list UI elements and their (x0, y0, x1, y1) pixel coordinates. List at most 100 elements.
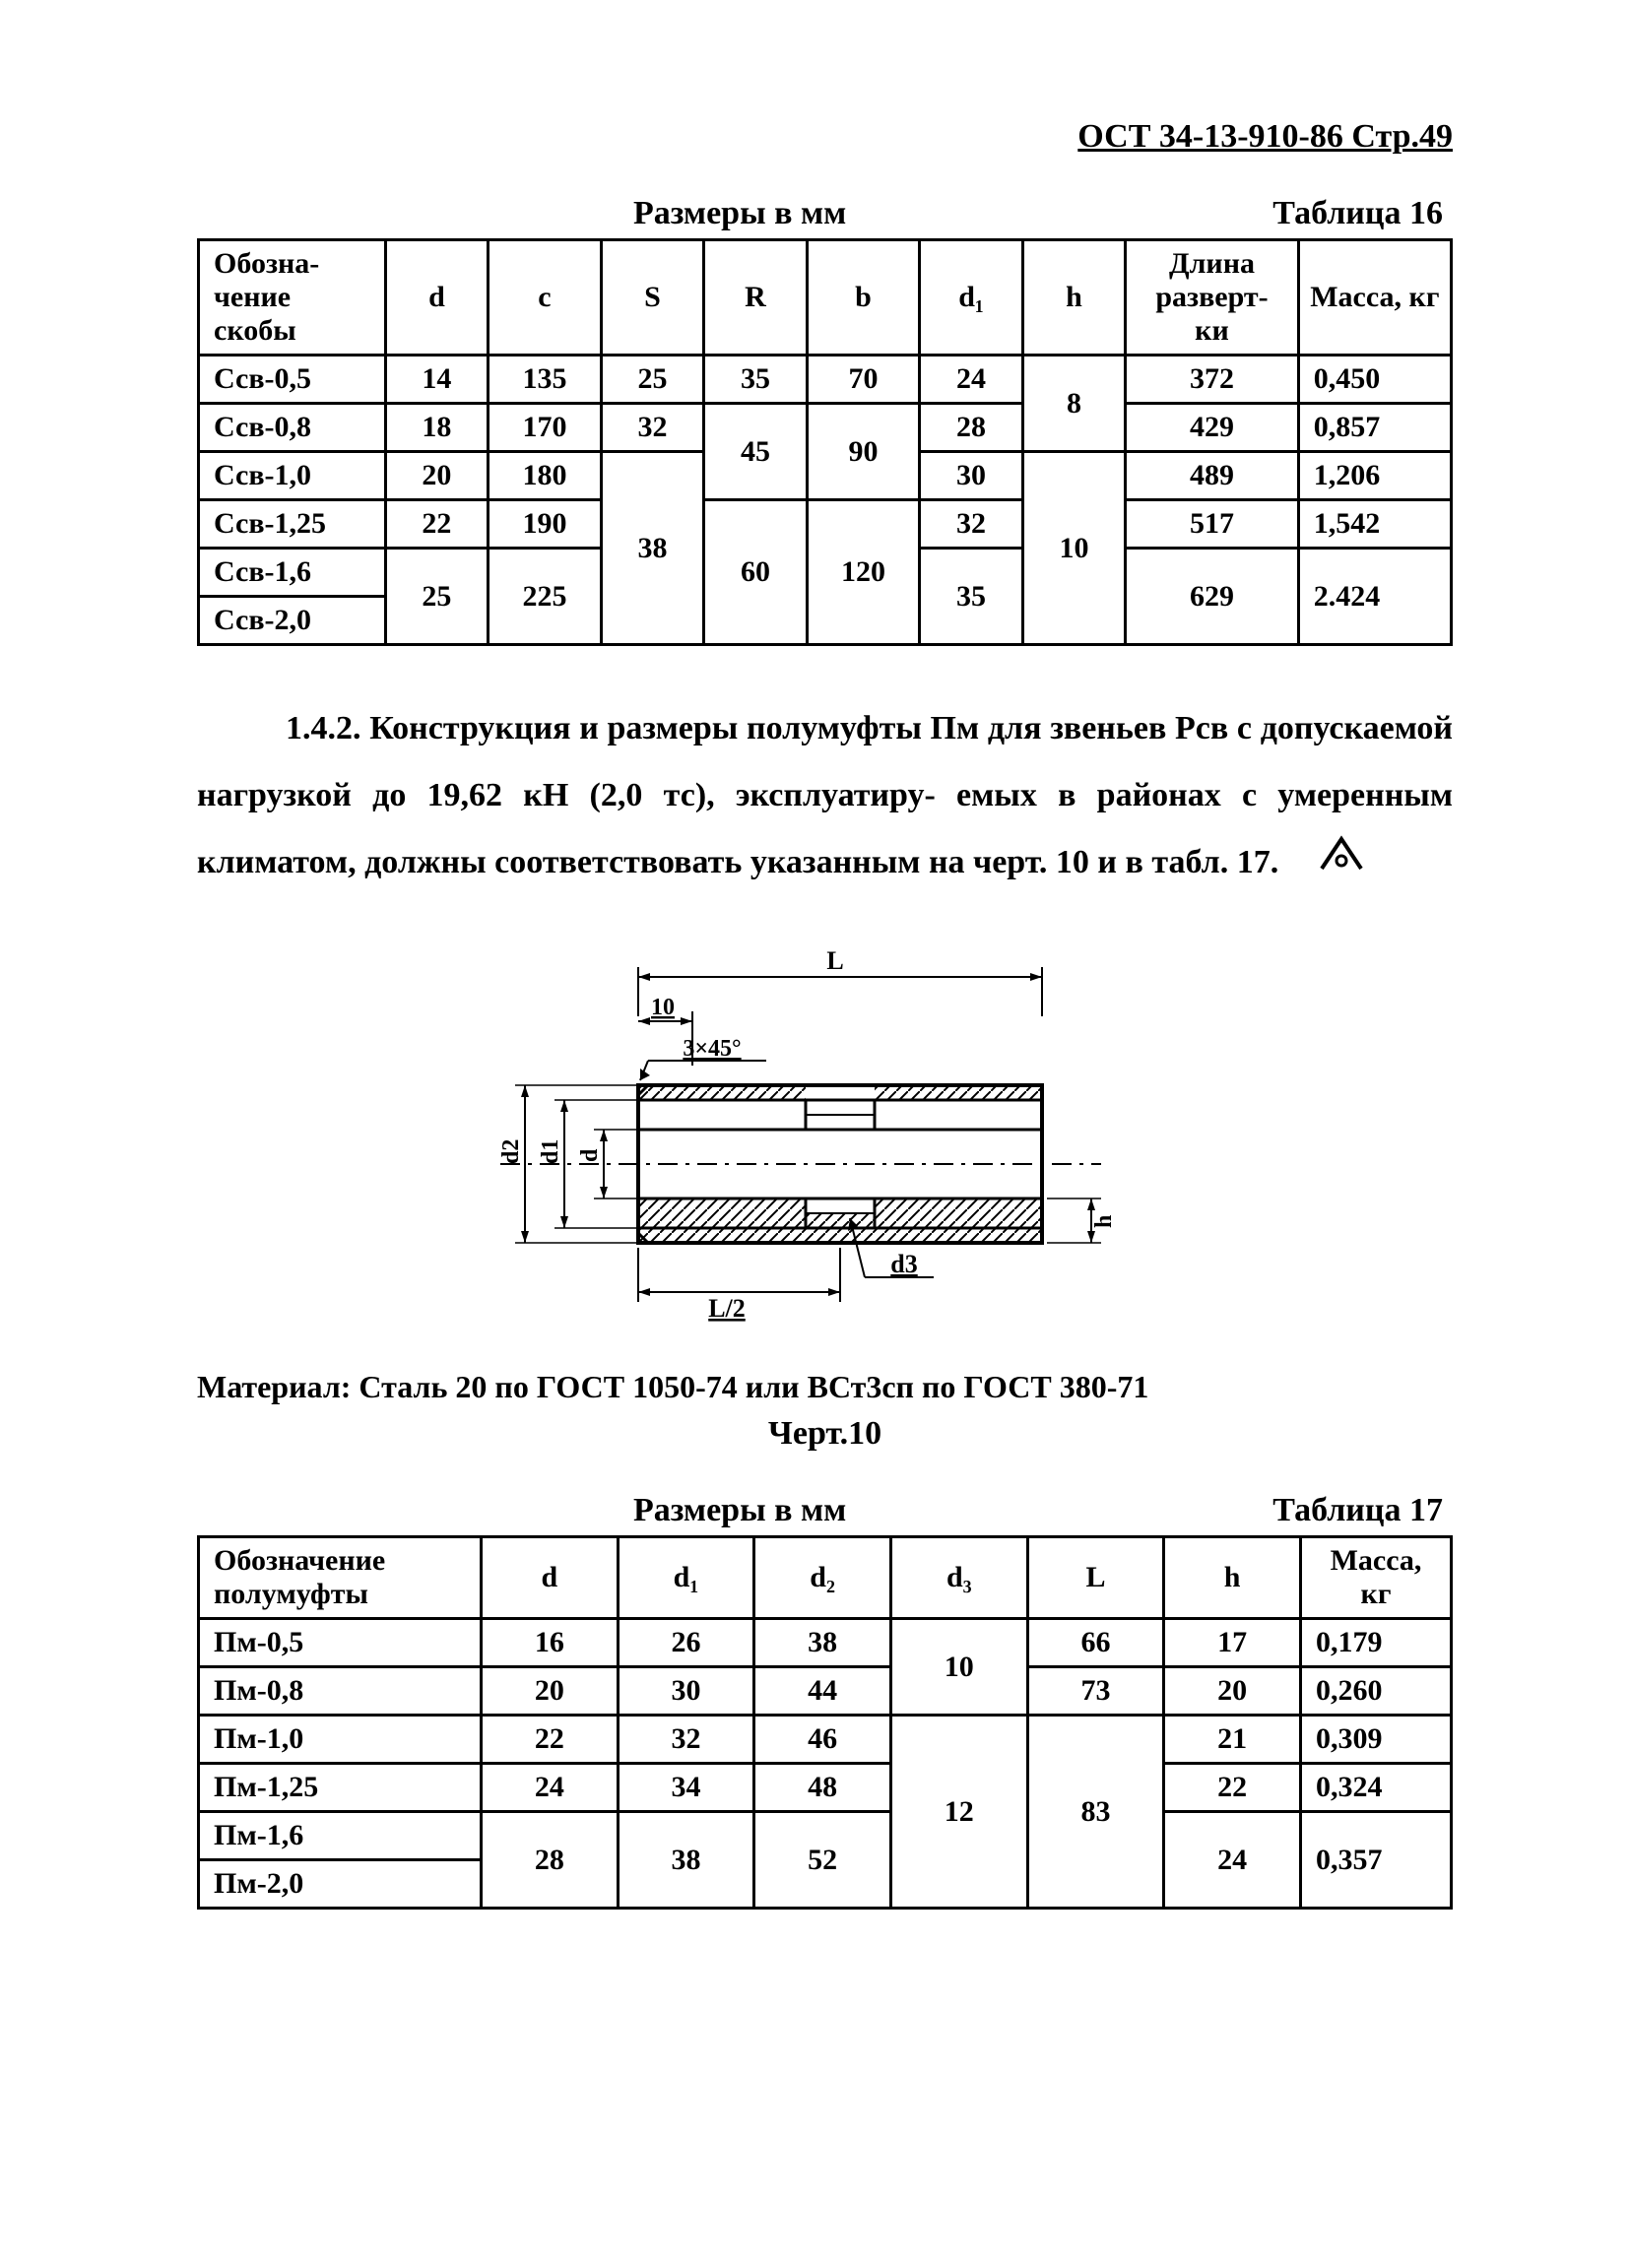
dim-d3: d3 (890, 1250, 917, 1278)
cell: 32 (618, 1716, 754, 1764)
table17-caption-row: Размеры в мм Таблица 17 (197, 1492, 1453, 1529)
signature-mark-icon (1317, 831, 1366, 898)
cell: 180 (489, 452, 602, 500)
table16: Обозна- чение скобы d c S R b d₁ h Длина… (197, 238, 1453, 646)
cell: 120 (807, 500, 920, 645)
cell: 46 (754, 1716, 891, 1764)
cell: 10 (1022, 452, 1125, 645)
col-d2: d₂ (754, 1537, 891, 1619)
table-row: Ссв-0,5 14 135 25 35 70 24 8 372 0,450 (199, 356, 1452, 404)
cell: 22 (482, 1716, 619, 1764)
cell: 14 (385, 356, 488, 404)
cell: 35 (920, 549, 1022, 645)
cell: 35 (704, 356, 807, 404)
cell: 17 (1164, 1619, 1301, 1667)
cell: Ссв-0,5 (199, 356, 386, 404)
cell: Пм-0,5 (199, 1619, 482, 1667)
dim-chamfer: 3×45° (683, 1036, 741, 1062)
cell: 190 (489, 500, 602, 549)
cell: 45 (704, 404, 807, 500)
cell: 0,324 (1301, 1764, 1452, 1812)
cell: Ссв-0,8 (199, 404, 386, 452)
table16-caption-right: Таблица 16 (1272, 195, 1443, 232)
col-b: b (807, 240, 920, 356)
col-d: d (482, 1537, 619, 1619)
cell: 2.424 (1298, 549, 1451, 645)
cell: 38 (754, 1619, 891, 1667)
cell: 28 (920, 404, 1022, 452)
cell: 18 (385, 404, 488, 452)
cell: 429 (1126, 404, 1298, 452)
table16-caption-row: Размеры в мм Таблица 16 (197, 195, 1453, 232)
cell: 489 (1126, 452, 1298, 500)
table-row: Ссв-0,8 18 170 32 45 90 28 429 0,857 (199, 404, 1452, 452)
cell: 30 (920, 452, 1022, 500)
col-name: Обозна- чение скобы (199, 240, 386, 356)
cell: 22 (1164, 1764, 1301, 1812)
page: ОСТ 34-13-910-86 Стр.49 Размеры в мм Таб… (0, 0, 1630, 2077)
cell: 73 (1027, 1667, 1164, 1716)
table-row: Пм-0,8 20 30 44 73 20 0,260 (199, 1667, 1452, 1716)
dim-L: L (826, 946, 843, 975)
cell: 32 (601, 404, 703, 452)
cell: 12 (890, 1716, 1027, 1909)
cell: 16 (482, 1619, 619, 1667)
cell: 90 (807, 404, 920, 500)
cell: 24 (1164, 1812, 1301, 1909)
table17-caption-right: Таблица 17 (1272, 1492, 1443, 1529)
cell: Ссв-1,0 (199, 452, 386, 500)
dim-L2: L/2 (708, 1294, 746, 1323)
cell: 24 (482, 1764, 619, 1812)
cell: 83 (1027, 1716, 1164, 1909)
cell: 21 (1164, 1716, 1301, 1764)
cell: 170 (489, 404, 602, 452)
cell: 1,206 (1298, 452, 1451, 500)
cell: 20 (1164, 1667, 1301, 1716)
col-d1: d₁ (618, 1537, 754, 1619)
cell: 0,450 (1298, 356, 1451, 404)
cell: 44 (754, 1667, 891, 1716)
col-name: Обозначение полумуфты (199, 1537, 482, 1619)
col-R: R (704, 240, 807, 356)
cell: 70 (807, 356, 920, 404)
cell: 26 (618, 1619, 754, 1667)
cell: 22 (385, 500, 488, 549)
dim-10: 10 (651, 995, 675, 1020)
cell: Ссв-2,0 (199, 597, 386, 645)
dim-d1: d1 (538, 1139, 563, 1164)
cell: 20 (385, 452, 488, 500)
col-d1: d₁ (920, 240, 1022, 356)
table-row: Пм-1,25 24 34 48 22 0,324 (199, 1764, 1452, 1812)
para-num: 1.4.2. (286, 710, 361, 746)
cell: 48 (754, 1764, 891, 1812)
diagram-material: Материал: Сталь 20 по ГОСТ 1050-74 или В… (197, 1369, 1453, 1405)
col-d: d (385, 240, 488, 356)
cell: 34 (618, 1764, 754, 1812)
col-mass: Масса, кг (1298, 240, 1451, 356)
table-header-row: Обозначение полумуфты d d₁ d₂ d₃ L h Мас… (199, 1537, 1452, 1619)
cell: 8 (1022, 356, 1125, 452)
table-row: Ссв-1,25 22 190 60 120 32 517 1,542 (199, 500, 1452, 549)
cell: 0,357 (1301, 1812, 1452, 1909)
page-header: ОСТ 34-13-910-86 Стр.49 (197, 118, 1453, 156)
table-header-row: Обозна- чение скобы d c S R b d₁ h Длина… (199, 240, 1452, 356)
cell: 38 (601, 452, 703, 645)
cell: 25 (601, 356, 703, 404)
cell: 372 (1126, 356, 1298, 404)
col-S: S (601, 240, 703, 356)
col-L: L (1027, 1537, 1164, 1619)
cell: 52 (754, 1812, 891, 1909)
cell: 0,309 (1301, 1716, 1452, 1764)
cell: Пм-1,25 (199, 1764, 482, 1812)
diagram-number: Черт.10 (197, 1415, 1453, 1453)
cell: Пм-1,0 (199, 1716, 482, 1764)
cell: 28 (482, 1812, 619, 1909)
col-h: h (1164, 1537, 1301, 1619)
col-mass: Масса, кг (1301, 1537, 1452, 1619)
cell: Пм-0,8 (199, 1667, 482, 1716)
diagram-chert-10: L 10 3×45° d2 d1 d (197, 938, 1453, 1339)
col-len: Длина разверт- ки (1126, 240, 1298, 356)
cell: 135 (489, 356, 602, 404)
dim-h: h (1091, 1215, 1117, 1228)
cell: 629 (1126, 549, 1298, 645)
